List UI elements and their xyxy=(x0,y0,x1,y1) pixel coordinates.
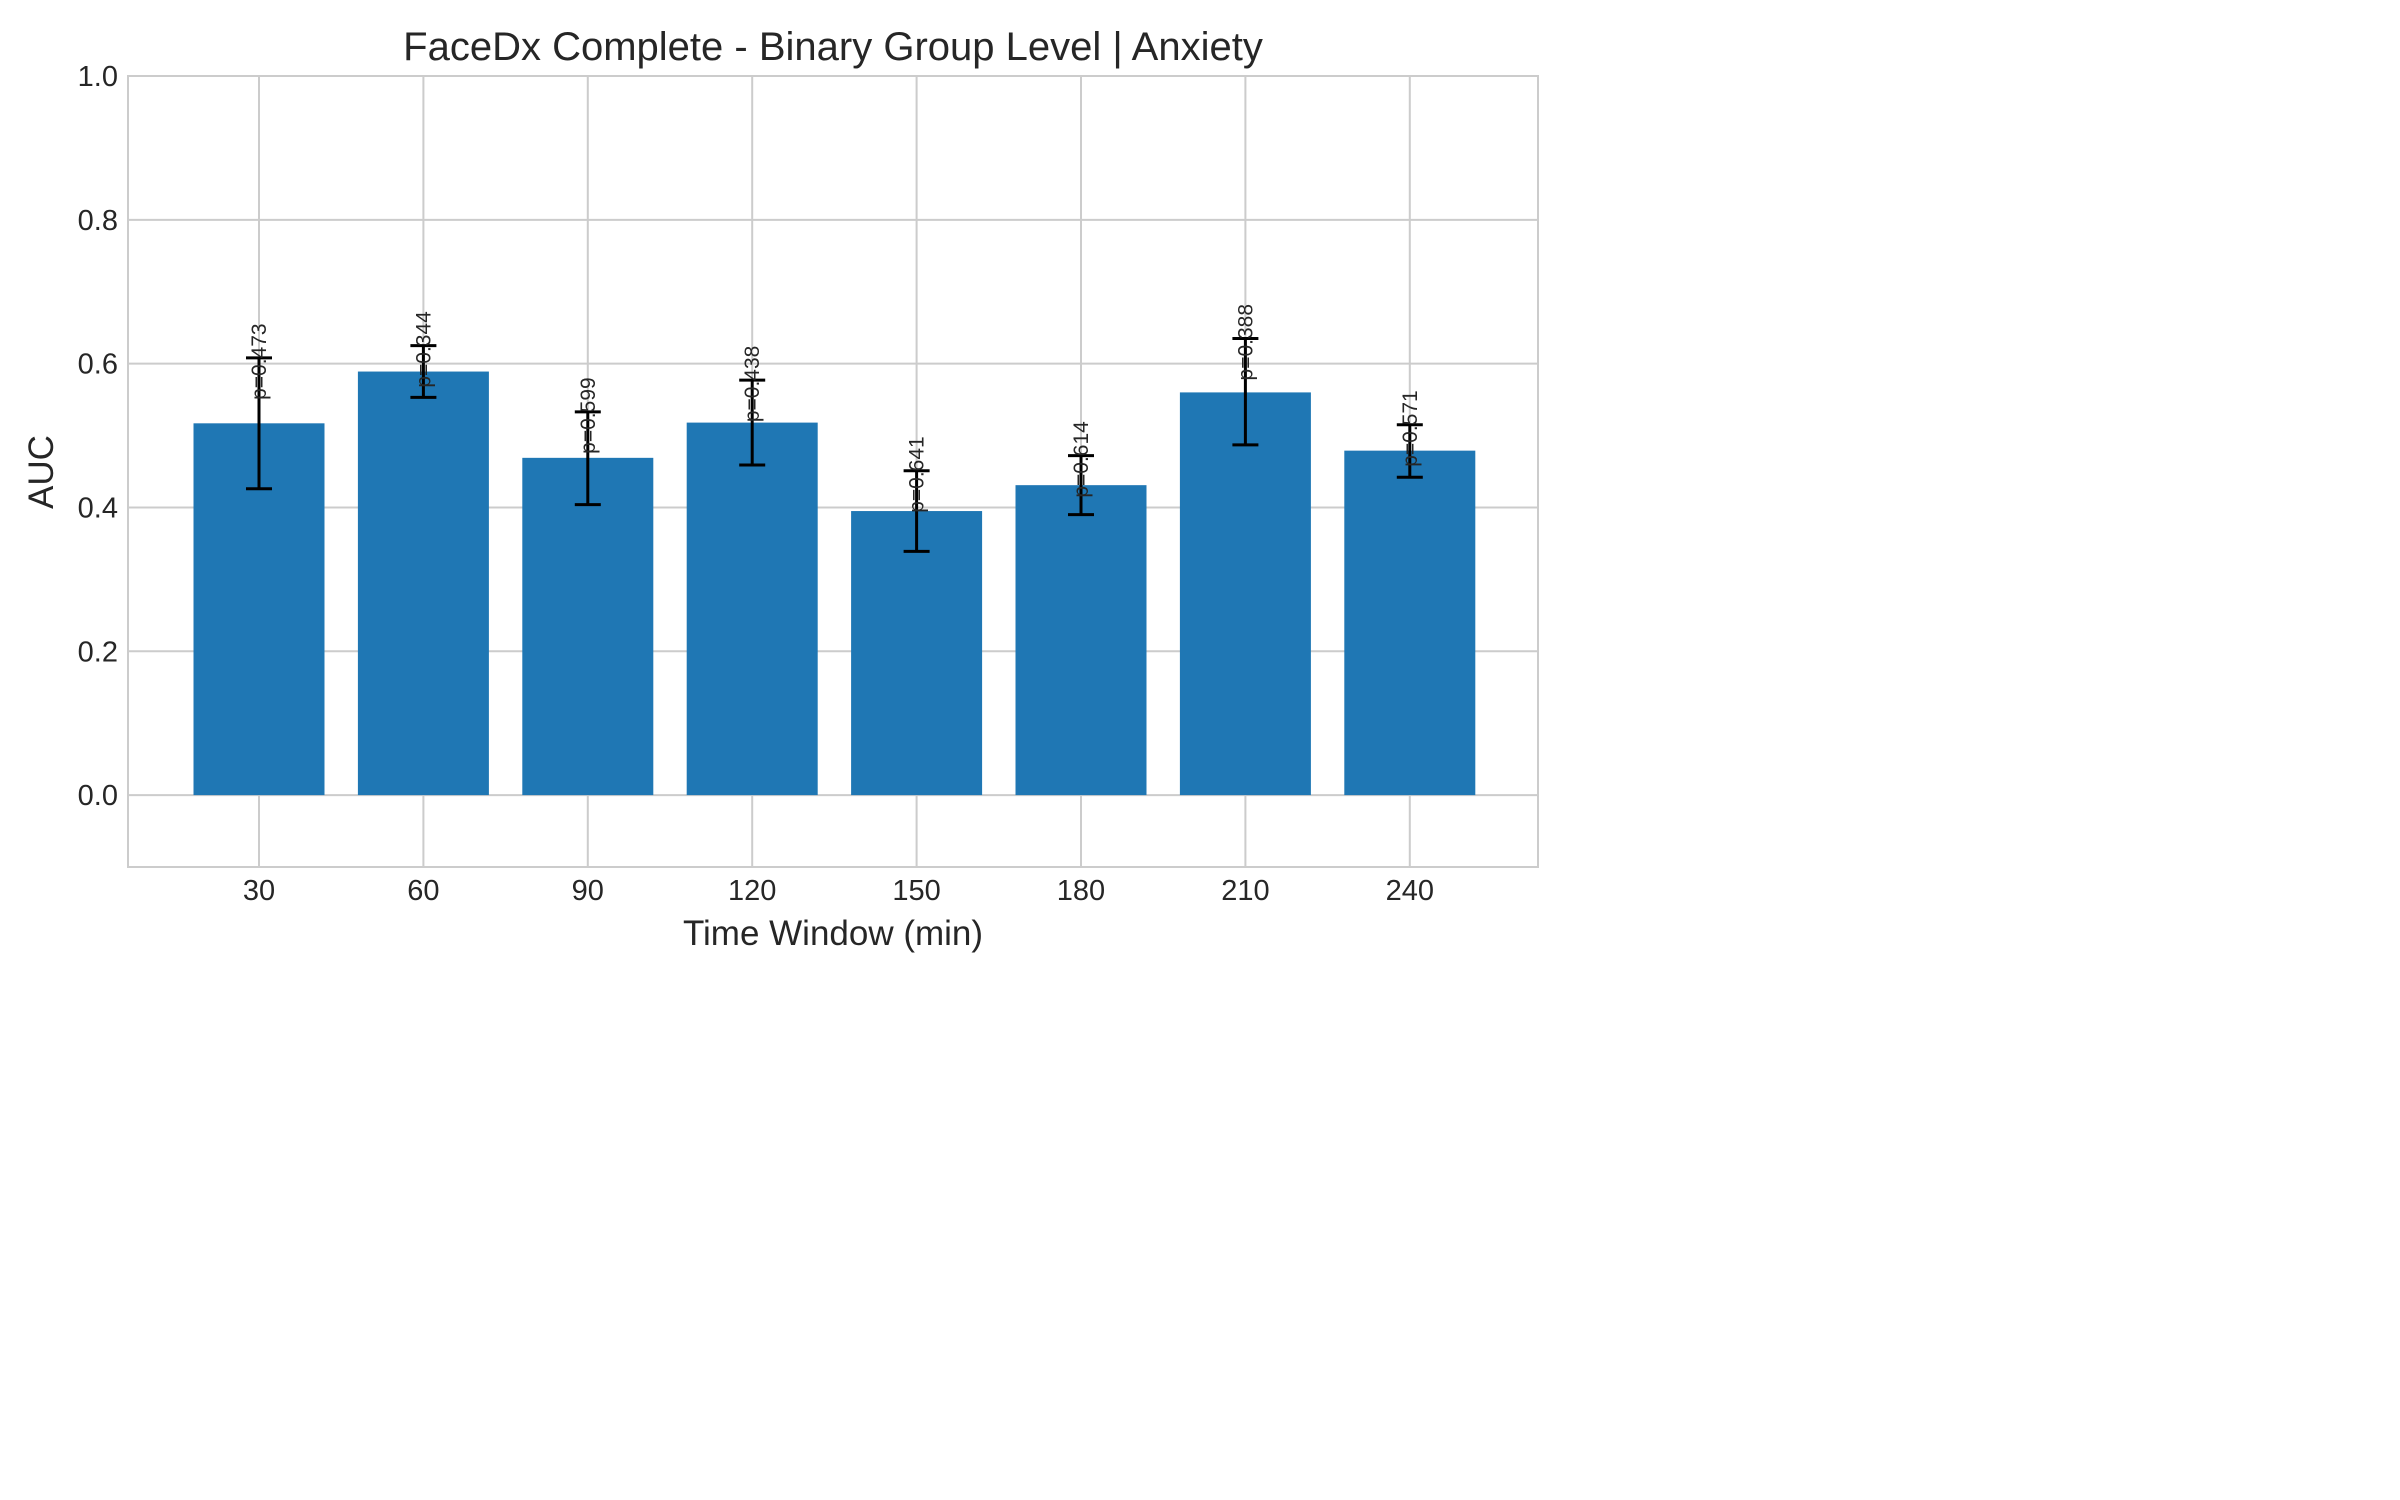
bar xyxy=(1179,392,1311,796)
chart-title: FaceDx Complete - Binary Group Level | A… xyxy=(403,25,1263,69)
y-axis-label: AUC xyxy=(22,435,61,509)
p-value-label: p=0.344 xyxy=(412,311,435,388)
bar xyxy=(357,371,489,796)
p-value-label: p=0.599 xyxy=(577,377,600,454)
x-tick-label: 60 xyxy=(407,875,439,907)
bar xyxy=(851,511,983,796)
x-tick-label: 30 xyxy=(243,875,275,907)
p-value-label: p=0.641 xyxy=(906,436,929,513)
bar xyxy=(686,422,818,796)
plot-frame xyxy=(127,75,1539,868)
y-tick-label: 0.2 xyxy=(78,636,118,668)
p-value-label: p=0.614 xyxy=(1070,421,1093,498)
error-bars xyxy=(246,336,1423,553)
x-axis-label: Time Window (min) xyxy=(683,914,983,953)
x-tick-labels: 30 60 90 120 150 180 210 240 xyxy=(243,875,1434,907)
x-tick-label: 90 xyxy=(572,875,604,907)
y-tick-label: 0.6 xyxy=(78,349,118,381)
bars xyxy=(193,371,1476,796)
bar xyxy=(1344,450,1476,796)
p-value-labels: p=0.473 p=0.344 p=0.599 p=0.438 p=0.641 p=0.6… xyxy=(248,304,1422,513)
bar xyxy=(1015,485,1147,796)
x-tick-label: 150 xyxy=(892,875,940,907)
y-tick-label: 0.4 xyxy=(78,492,118,524)
p-value-label: p=0.571 xyxy=(1399,390,1422,467)
p-value-label: p=0.388 xyxy=(1234,304,1257,381)
y-tick-label: 0.0 xyxy=(78,780,118,812)
bar xyxy=(522,457,654,796)
x-tick-label: 180 xyxy=(1057,875,1105,907)
y-tick-label: 1.0 xyxy=(78,61,118,93)
x-tick-label: 120 xyxy=(728,875,776,907)
x-tick-label: 210 xyxy=(1221,875,1269,907)
chart: p=0.473 p=0.344 p=0.599 p=0.438 p=0.641 p=0.6… xyxy=(22,25,1539,953)
p-value-label: p=0.438 xyxy=(741,346,764,423)
p-value-label: p=0.473 xyxy=(248,323,271,400)
y-tick-labels: 0.0 0.2 0.4 0.6 0.8 1.0 xyxy=(78,61,118,812)
y-tick-label: 0.8 xyxy=(78,205,118,237)
x-tick-label: 240 xyxy=(1386,875,1434,907)
plot-background xyxy=(128,76,1538,867)
